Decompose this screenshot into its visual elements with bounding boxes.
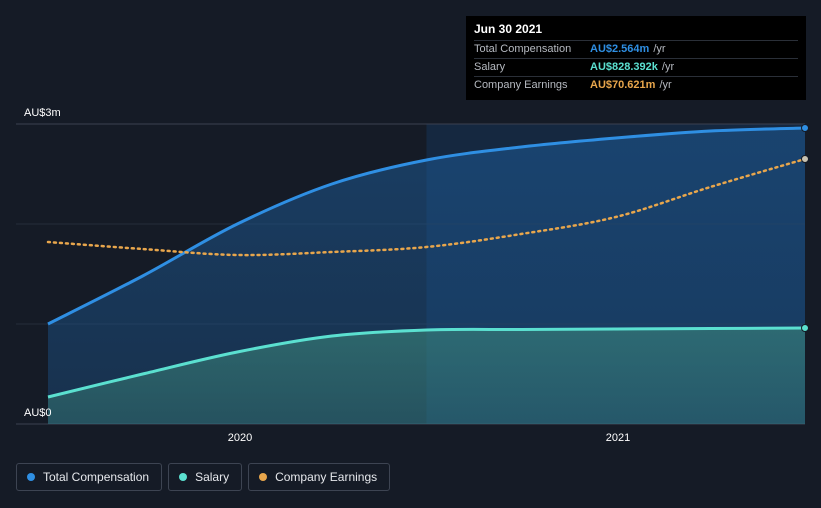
tooltip-date: Jun 30 2021 bbox=[474, 22, 543, 36]
legend-salary[interactable]: Salary bbox=[168, 463, 243, 491]
tooltip-row-salary: Salary AU$828.392k /yr bbox=[474, 58, 798, 76]
legend-dot-icon bbox=[27, 473, 35, 481]
tooltip-value: AU$828.392k bbox=[590, 61, 658, 73]
tooltip-value: AU$2.564m bbox=[590, 43, 650, 55]
series-endpoints bbox=[801, 124, 809, 332]
legend-company-earnings[interactable]: Company Earnings bbox=[248, 463, 391, 491]
series-lines bbox=[46, 126, 807, 399]
x-tick-2020: 2020 bbox=[228, 432, 252, 444]
tooltip-label: Total Compensation bbox=[474, 43, 572, 55]
chart-legend: Total Compensation Salary Company Earnin… bbox=[16, 463, 391, 491]
salary-line bbox=[47, 326, 806, 399]
legend-label: Salary bbox=[195, 470, 230, 484]
legend-dot-icon bbox=[179, 473, 188, 481]
tooltip-unit: /yr bbox=[653, 43, 666, 55]
company-earnings-endpoint bbox=[801, 155, 809, 163]
legend-dot-icon bbox=[259, 473, 268, 481]
tooltip-row-total: Total Compensation AU$2.564m /yr bbox=[474, 40, 798, 58]
y-tick-top: AU$3m bbox=[24, 107, 61, 119]
tooltip-value: AU$70.621m bbox=[590, 79, 656, 91]
series-areas bbox=[48, 128, 805, 424]
legend-label: Total Compensation bbox=[43, 470, 150, 484]
company-earnings-line bbox=[46, 157, 807, 257]
tooltip-label: Salary bbox=[474, 61, 506, 73]
tooltip-unit: /yr bbox=[659, 79, 672, 91]
x-tick-2021: 2021 bbox=[606, 432, 630, 444]
tooltip-unit: /yr bbox=[661, 61, 675, 73]
legend-total-compensation[interactable]: Total Compensation bbox=[16, 463, 163, 491]
tooltip-row-earnings: Company Earnings AU$70.621m /yr bbox=[474, 76, 798, 94]
chart-tooltip: Jun 30 2021 Total Compensation AU$2.564m… bbox=[466, 16, 806, 100]
total-compensation-endpoint bbox=[801, 124, 809, 132]
y-tick-bottom: AU$0 bbox=[24, 407, 52, 419]
total-compensation-line bbox=[47, 126, 806, 326]
tooltip-label: Company Earnings bbox=[474, 79, 568, 91]
legend-label: Company Earnings bbox=[275, 470, 378, 484]
salary-endpoint bbox=[801, 324, 809, 332]
